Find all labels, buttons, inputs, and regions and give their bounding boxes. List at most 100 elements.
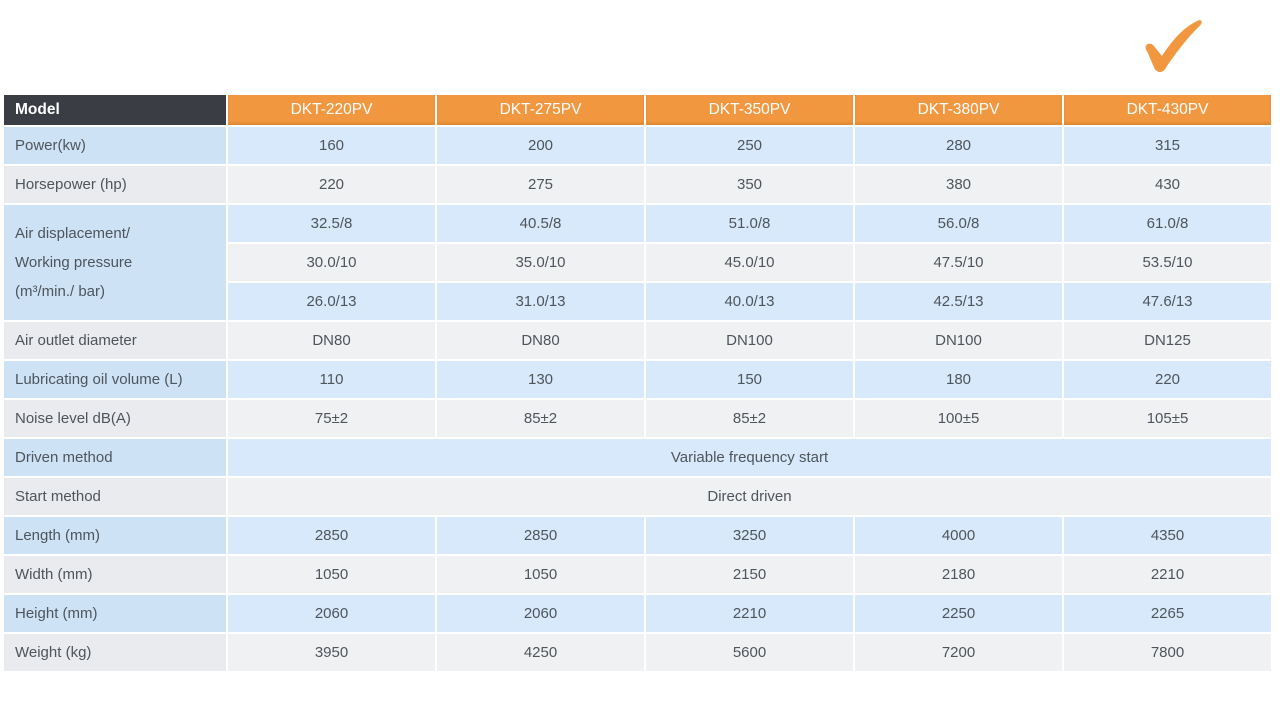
- spec-cell: DN100: [855, 322, 1062, 359]
- spec-subrow: 26.0/13 31.0/13 40.0/13 42.5/13 47.6/13: [4, 283, 1271, 320]
- spec-cell: 40.0/13: [646, 283, 853, 320]
- spec-row: Weight (kg) 3950 4250 5600 7200 7800: [4, 634, 1271, 671]
- model-column-header: DKT-275PV: [437, 95, 644, 125]
- header-row: Model DKT-220PV DKT-275PV DKT-350PV DKT-380P…: [4, 95, 1271, 125]
- spec-cell: 2060: [228, 595, 435, 632]
- spec-cell: 7200: [855, 634, 1062, 671]
- spec-cell: 4250: [437, 634, 644, 671]
- spec-row: Length (mm) 2850 2850 3250 4000 4350: [4, 517, 1271, 554]
- model-column-header: DKT-430PV: [1064, 95, 1271, 125]
- spec-cell: 4000: [855, 517, 1062, 554]
- spec-row: Horsepower (hp) 220 275 350 380 430: [4, 166, 1271, 203]
- spec-row: Start method Direct driven: [4, 478, 1271, 515]
- row-label: Lubricating oil volume (L): [4, 361, 226, 398]
- spec-cell: 47.5/10: [855, 244, 1062, 281]
- spec-cell: 350: [646, 166, 853, 203]
- spec-cell: 315: [1064, 127, 1271, 164]
- spec-row: Lubricating oil volume (L) 110 130 150 180 22…: [4, 361, 1271, 398]
- spec-cell: 2210: [1064, 556, 1271, 593]
- spec-cell: 130: [437, 361, 644, 398]
- spec-row: Height (mm) 2060 2060 2210 2250 2265: [4, 595, 1271, 632]
- spec-row: Width (mm) 1050 1050 2150 2180 2210: [4, 556, 1271, 593]
- spec-cell: 75±2: [228, 400, 435, 437]
- spec-cell: 105±5: [1064, 400, 1271, 437]
- spec-cell: 3250: [646, 517, 853, 554]
- spec-row: Driven method Variable frequency start: [4, 439, 1271, 476]
- spec-table: Model DKT-220PV DKT-275PV DKT-350PV DKT-380P…: [2, 93, 1273, 673]
- row-label: Air outlet diameter: [4, 322, 226, 359]
- spec-cell: 26.0/13: [228, 283, 435, 320]
- spec-cell: 160: [228, 127, 435, 164]
- spec-cell: 2060: [437, 595, 644, 632]
- spec-cell: DN80: [437, 322, 644, 359]
- model-column-header: DKT-380PV: [855, 95, 1062, 125]
- row-label: Length (mm): [4, 517, 226, 554]
- spec-cell: 200: [437, 127, 644, 164]
- spec-cell: 2210: [646, 595, 853, 632]
- spec-cell: 2250: [855, 595, 1062, 632]
- spec-cell: 100±5: [855, 400, 1062, 437]
- spec-cell: 45.0/10: [646, 244, 853, 281]
- spec-subrow: Air displacement/Working pressure (m³/min…: [4, 205, 1271, 320]
- group-row-label: Air displacement/Working pressure (m³/min…: [4, 205, 226, 320]
- spec-cell: 220: [1064, 361, 1271, 398]
- model-column-header: DKT-350PV: [646, 95, 853, 125]
- model-header-cell: Model: [4, 95, 226, 125]
- spec-cell: 56.0/8: [855, 205, 1062, 242]
- spec-cell: 51.0/8: [646, 205, 853, 242]
- spec-table-header: Model DKT-220PV DKT-275PV DKT-350PV DKT-380P…: [4, 95, 1271, 125]
- span-value-cell: Variable frequency start: [228, 439, 1271, 476]
- spec-cell: 2850: [437, 517, 644, 554]
- span-value-cell: Direct driven: [228, 478, 1271, 515]
- spec-cell: 380: [855, 166, 1062, 203]
- group-label-line: Air displacement/: [15, 225, 131, 242]
- row-label: Height (mm): [4, 595, 226, 632]
- row-label: Start method: [4, 478, 226, 515]
- spec-cell: DN125: [1064, 322, 1271, 359]
- spec-cell: 2850: [228, 517, 435, 554]
- spec-cell: 220: [228, 166, 435, 203]
- group-label-line: (m³/min./ bar): [15, 283, 105, 300]
- spec-row: Power(kw) 160 200 250 280 315: [4, 127, 1271, 164]
- spec-cell: 2180: [855, 556, 1062, 593]
- spec-cell: 3950: [228, 634, 435, 671]
- spec-row: Noise level dB(A) 75±2 85±2 85±2 100±5 105±5: [4, 400, 1271, 437]
- spec-cell: 150: [646, 361, 853, 398]
- model-column-header: DKT-220PV: [228, 95, 435, 125]
- spec-cell: 430: [1064, 166, 1271, 203]
- spec-cell: 31.0/13: [437, 283, 644, 320]
- spec-cell: 280: [855, 127, 1062, 164]
- row-label: Driven method: [4, 439, 226, 476]
- spec-table-body: Power(kw) 160 200 250 280 315 Horsepower (hp) 2…: [4, 127, 1271, 671]
- spec-row: Air outlet diameter DN80 DN80 DN100 DN100 DN1…: [4, 322, 1271, 359]
- row-label: Weight (kg): [4, 634, 226, 671]
- spec-cell: 61.0/8: [1064, 205, 1271, 242]
- spec-cell: 4350: [1064, 517, 1271, 554]
- spec-cell: 180: [855, 361, 1062, 398]
- row-label: Horsepower (hp): [4, 166, 226, 203]
- row-label: Noise level dB(A): [4, 400, 226, 437]
- spec-cell: 30.0/10: [228, 244, 435, 281]
- spec-cell: 110: [228, 361, 435, 398]
- spec-cell: 1050: [437, 556, 644, 593]
- spec-cell: 1050: [228, 556, 435, 593]
- checkmark-icon: [1136, 18, 1208, 76]
- spec-cell: 35.0/10: [437, 244, 644, 281]
- spec-cell: 85±2: [437, 400, 644, 437]
- spec-cell: 40.5/8: [437, 205, 644, 242]
- spec-cell: 275: [437, 166, 644, 203]
- spec-subrow: 30.0/10 35.0/10 45.0/10 47.5/10 53.5/10: [4, 244, 1271, 281]
- spec-cell: 5600: [646, 634, 853, 671]
- spec-cell: DN100: [646, 322, 853, 359]
- spec-cell: 32.5/8: [228, 205, 435, 242]
- row-label: Width (mm): [4, 556, 226, 593]
- spec-cell: 85±2: [646, 400, 853, 437]
- row-label: Power(kw): [4, 127, 226, 164]
- spec-cell: 2265: [1064, 595, 1271, 632]
- spec-cell: 2150: [646, 556, 853, 593]
- spec-cell: 7800: [1064, 634, 1271, 671]
- spec-cell: 250: [646, 127, 853, 164]
- group-label-line: Working pressure: [15, 254, 133, 271]
- spec-cell: DN80: [228, 322, 435, 359]
